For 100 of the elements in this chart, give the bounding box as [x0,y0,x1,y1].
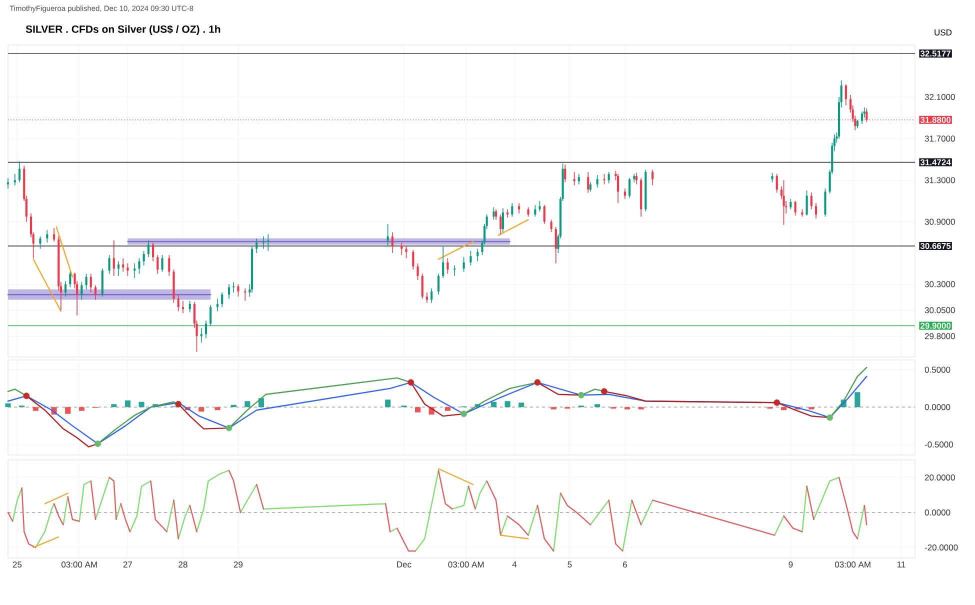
bar [5,403,11,408]
bar [854,392,860,408]
point [578,392,584,398]
candlestick [416,262,419,280]
candlestick [256,238,258,254]
candlestick [152,242,154,262]
y-axis-title: USD [934,29,952,36]
candlestick [210,304,212,326]
candlestick [101,268,104,298]
candlestick [64,280,67,298]
candlestick [200,327,202,343]
y-tick-label: -0.5000 [924,442,954,448]
candlestick [771,172,774,183]
x-tick-label: 4 [512,562,517,568]
candlestick [844,84,847,106]
ref-line-label: 31.8800 [920,116,951,123]
candlestick [462,256,465,272]
candlestick [85,273,88,290]
bar [244,401,250,408]
y-tick-label: 30.9000 [924,218,955,225]
candlestick [628,178,631,198]
candlestick [476,248,479,262]
x-tick-label: 6 [623,562,627,568]
candlestick [400,242,403,256]
candlestick [446,258,449,274]
ref-line-label: 31.4724 [920,159,951,166]
bar [214,407,220,410]
y-tick-label: 0.5000 [924,366,950,373]
bar [490,402,496,408]
y-tick-label: 32.1000 [924,94,955,100]
point [226,424,232,432]
bar [444,407,450,411]
candlestick [554,226,557,264]
candlestick [221,292,224,308]
candlestick [142,250,145,266]
candlestick [134,262,136,278]
candlestick [564,164,566,183]
candlestick [46,230,48,243]
ref-line-label: 30.6675 [920,242,951,249]
candlestick [635,172,638,185]
candlestick [518,202,520,214]
ref-line-label: 32.5177 [920,50,951,57]
candlestick [228,284,230,300]
candlestick [442,246,444,278]
point [601,388,608,395]
candlestick [814,202,818,220]
candlestick [806,190,808,216]
candlestick [608,171,610,184]
candlestick [437,273,440,295]
candlestick [573,171,576,186]
candlestick [237,284,240,298]
candlestick [495,208,498,220]
point [774,399,780,406]
bar [415,407,421,412]
x-tick-label: 25 [12,562,22,568]
candlestick [511,202,514,217]
point [826,414,834,421]
candlestick [216,298,219,312]
candlestick [168,254,170,276]
y-tick-label: 30.0500 [924,307,955,314]
x-tick-label: 03:00 AM [834,562,870,568]
bar [32,407,38,411]
candlestick [14,174,16,186]
candlestick [147,240,150,258]
candlestick [492,206,495,220]
candlestick [18,161,21,183]
candlestick [426,292,428,304]
y-tick-label: 29.8000 [924,333,955,340]
candlestick [112,240,115,276]
candlestick [430,288,433,304]
candlestick [470,250,472,266]
chart-title: SILVER . CFDs on Silver (US$ / OZ) . 1h [26,25,220,35]
x-tick-label: 9 [788,562,793,568]
bar [518,402,524,408]
candlestick [182,300,184,314]
candlestick [391,232,394,254]
candlestick [177,294,180,312]
candlestick [138,258,140,274]
y-tick-label: -20.0000 [924,544,958,550]
candlestick [405,246,408,259]
candlestick [412,249,414,270]
candlestick [794,200,796,216]
candlestick [596,174,598,188]
candlestick [603,174,606,185]
point [534,379,541,386]
candlestick [80,282,83,300]
candlestick [624,188,626,200]
bar [504,401,510,408]
y-tick-label: 30.3000 [924,281,955,288]
x-tick-label: 27 [123,562,132,568]
candlestick [587,171,590,194]
bar [258,398,264,408]
candlestick [527,206,530,217]
candlestick [534,204,536,217]
x-tick-label: 28 [178,562,188,568]
candlestick [90,273,92,293]
point [175,400,182,408]
candlestick [652,169,654,186]
candlestick [500,214,502,235]
bar [65,407,71,414]
